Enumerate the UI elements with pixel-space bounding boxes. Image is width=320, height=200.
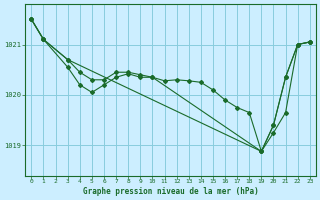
X-axis label: Graphe pression niveau de la mer (hPa): Graphe pression niveau de la mer (hPa) bbox=[83, 187, 259, 196]
